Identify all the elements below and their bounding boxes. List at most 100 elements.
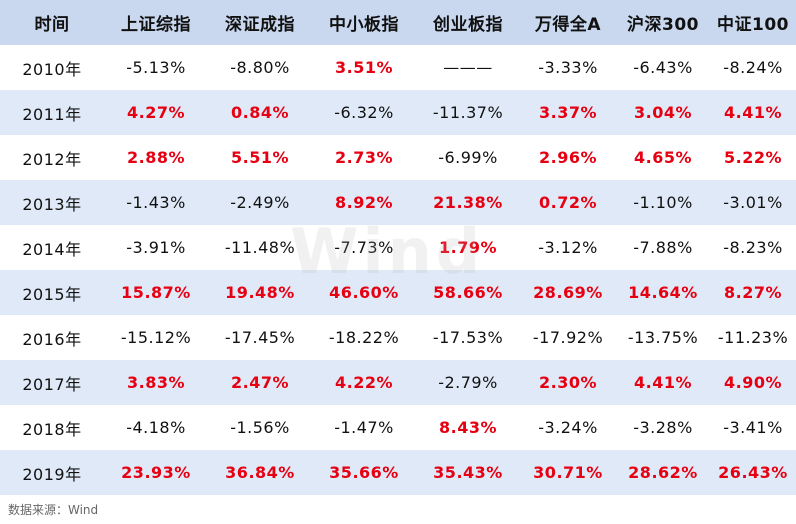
value-cell: 2.30% xyxy=(520,360,616,405)
value-cell: -3.12% xyxy=(520,225,616,270)
value-cell: -7.73% xyxy=(312,225,416,270)
value-cell: -11.23% xyxy=(710,315,796,360)
header-row: 时间 上证综指 深证成指 中小板指 创业板指 万得全A 沪深300 中证100 xyxy=(0,0,796,45)
value-cell: 3.83% xyxy=(104,360,208,405)
value-cell: -2.79% xyxy=(416,360,520,405)
year-cell: 2010年 xyxy=(0,45,104,90)
header-time: 时间 xyxy=(0,0,104,45)
value-cell: 5.51% xyxy=(208,135,312,180)
table-row: 2014年 -3.91% -11.48% -7.73% 1.79% -3.12% -7.88… xyxy=(0,225,796,270)
value-cell: -1.43% xyxy=(104,180,208,225)
value-cell: 14.64% xyxy=(616,270,710,315)
value-cell: 8.43% xyxy=(416,405,520,450)
value-cell: 4.65% xyxy=(616,135,710,180)
value-cell: 3.37% xyxy=(520,90,616,135)
value-cell: 58.66% xyxy=(416,270,520,315)
table-row: 2011年 4.27% 0.84% -6.32% -11.37% 3.37% 3.04% 4.… xyxy=(0,90,796,135)
table-row: 2012年 2.88% 5.51% 2.73% -6.99% 2.96% 4.65% 5.22… xyxy=(0,135,796,180)
header-szse-component: 深证成指 xyxy=(208,0,312,45)
value-cell: ——— xyxy=(416,45,520,90)
value-cell: -1.10% xyxy=(616,180,710,225)
value-cell: -6.99% xyxy=(416,135,520,180)
value-cell: 2.88% xyxy=(104,135,208,180)
value-cell: 3.04% xyxy=(616,90,710,135)
header-csi300: 沪深300 xyxy=(616,0,710,45)
year-cell: 2013年 xyxy=(0,180,104,225)
year-cell: 2012年 xyxy=(0,135,104,180)
header-wind-all-a: 万得全A xyxy=(520,0,616,45)
value-cell: -5.13% xyxy=(104,45,208,90)
value-cell: 4.22% xyxy=(312,360,416,405)
value-cell: -3.33% xyxy=(520,45,616,90)
value-cell: -17.53% xyxy=(416,315,520,360)
table-row: 2010年 -5.13% -8.80% 3.51% ——— -3.33% -6.43% -8.… xyxy=(0,45,796,90)
source-note: 数据来源：Wind xyxy=(8,503,99,517)
year-cell: 2018年 xyxy=(0,405,104,450)
value-cell: -3.41% xyxy=(710,405,796,450)
returns-table: 时间 上证综指 深证成指 中小板指 创业板指 万得全A 沪深300 中证100 … xyxy=(0,0,796,495)
value-cell: 46.60% xyxy=(312,270,416,315)
header-csi100: 中证100 xyxy=(710,0,796,45)
value-cell: -8.24% xyxy=(710,45,796,90)
value-cell: 28.69% xyxy=(520,270,616,315)
value-cell: 28.62% xyxy=(616,450,710,495)
value-cell: 0.72% xyxy=(520,180,616,225)
year-cell: 2019年 xyxy=(0,450,104,495)
value-cell: -3.28% xyxy=(616,405,710,450)
header-sme-board: 中小板指 xyxy=(312,0,416,45)
value-cell: 2.73% xyxy=(312,135,416,180)
value-cell: 5.22% xyxy=(710,135,796,180)
value-cell: -8.80% xyxy=(208,45,312,90)
value-cell: -8.23% xyxy=(710,225,796,270)
value-cell: 3.51% xyxy=(312,45,416,90)
value-cell: -2.49% xyxy=(208,180,312,225)
value-cell: 26.43% xyxy=(710,450,796,495)
value-cell: 4.90% xyxy=(710,360,796,405)
value-cell: 2.96% xyxy=(520,135,616,180)
value-cell: 1.79% xyxy=(416,225,520,270)
value-cell: -3.01% xyxy=(710,180,796,225)
value-cell: 35.66% xyxy=(312,450,416,495)
value-cell: 8.92% xyxy=(312,180,416,225)
table-row: 2019年 23.93% 36.84% 35.66% 35.43% 30.71% 28.62… xyxy=(0,450,796,495)
value-cell: 30.71% xyxy=(520,450,616,495)
value-cell: 23.93% xyxy=(104,450,208,495)
value-cell: -1.47% xyxy=(312,405,416,450)
table-row: 2018年 -4.18% -1.56% -1.47% 8.43% -3.24% -3.28%… xyxy=(0,405,796,450)
value-cell: -3.91% xyxy=(104,225,208,270)
year-cell: 2014年 xyxy=(0,225,104,270)
value-cell: 2.47% xyxy=(208,360,312,405)
value-cell: -11.48% xyxy=(208,225,312,270)
value-cell: -4.18% xyxy=(104,405,208,450)
value-cell: 19.48% xyxy=(208,270,312,315)
value-cell: -7.88% xyxy=(616,225,710,270)
value-cell: -6.32% xyxy=(312,90,416,135)
year-cell: 2017年 xyxy=(0,360,104,405)
value-cell: -6.43% xyxy=(616,45,710,90)
value-cell: -17.45% xyxy=(208,315,312,360)
value-cell: -3.24% xyxy=(520,405,616,450)
value-cell: -11.37% xyxy=(416,90,520,135)
value-cell: -15.12% xyxy=(104,315,208,360)
header-chinext: 创业板指 xyxy=(416,0,520,45)
value-cell: 4.27% xyxy=(104,90,208,135)
value-cell: 4.41% xyxy=(710,90,796,135)
value-cell: 35.43% xyxy=(416,450,520,495)
value-cell: 0.84% xyxy=(208,90,312,135)
value-cell: 8.27% xyxy=(710,270,796,315)
value-cell: -18.22% xyxy=(312,315,416,360)
table-row: 2015年 15.87% 19.48% 46.60% 58.66% 28.69% 14.64… xyxy=(0,270,796,315)
header-sse-composite: 上证综指 xyxy=(104,0,208,45)
table-row: 2017年 3.83% 2.47% 4.22% -2.79% 2.30% 4.41% 4.90… xyxy=(0,360,796,405)
value-cell: 15.87% xyxy=(104,270,208,315)
value-cell: -13.75% xyxy=(616,315,710,360)
year-cell: 2011年 xyxy=(0,90,104,135)
value-cell: 4.41% xyxy=(616,360,710,405)
value-cell: 21.38% xyxy=(416,180,520,225)
table-row: 2016年 -15.12% -17.45% -18.22% -17.53% -17.92%… xyxy=(0,315,796,360)
value-cell: 36.84% xyxy=(208,450,312,495)
table-row: 2013年 -1.43% -2.49% 8.92% 21.38% 0.72% -1.10% -… xyxy=(0,180,796,225)
year-cell: 2015年 xyxy=(0,270,104,315)
year-cell: 2016年 xyxy=(0,315,104,360)
value-cell: -17.92% xyxy=(520,315,616,360)
